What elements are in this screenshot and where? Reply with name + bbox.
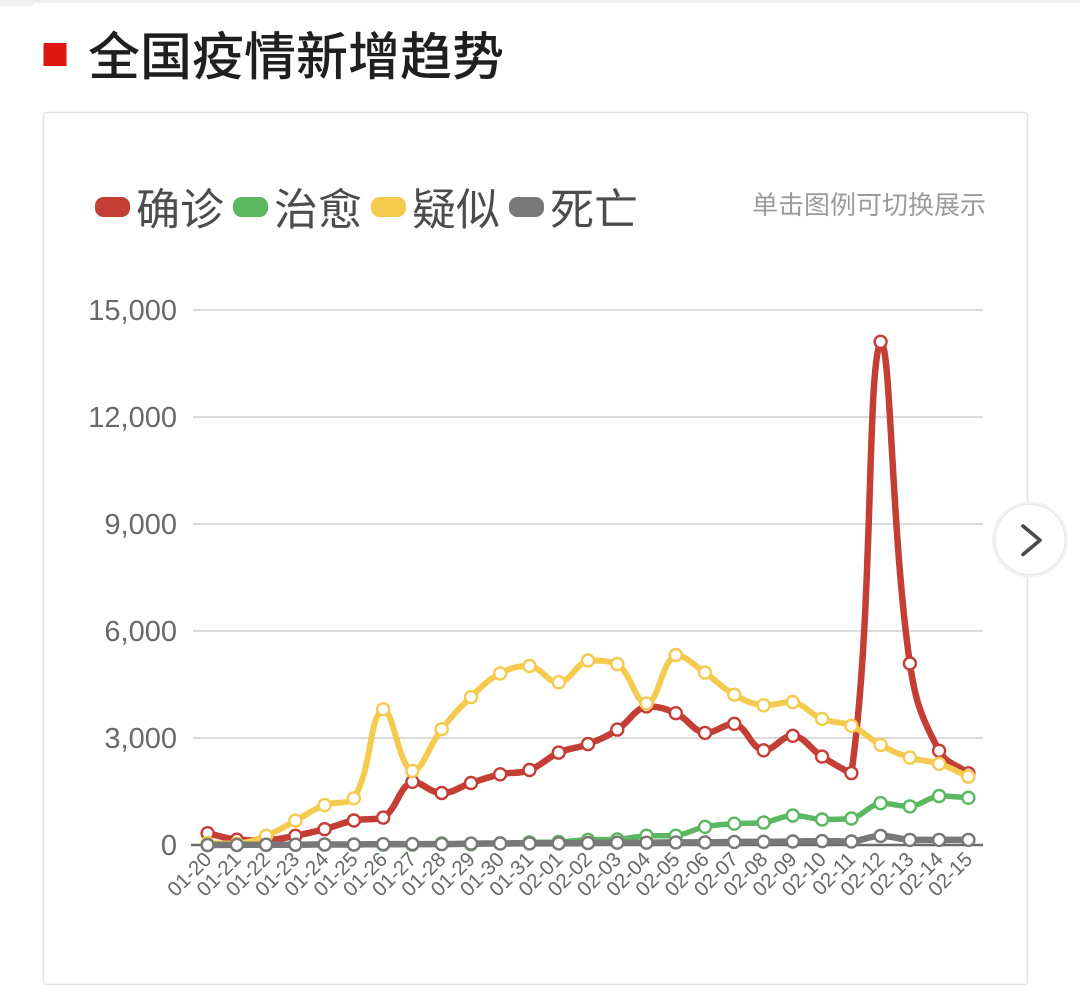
svg-text:3,000: 3,000 — [104, 723, 177, 755]
svg-text:6,000: 6,000 — [104, 616, 177, 648]
svg-text:15,000: 15,000 — [88, 295, 177, 327]
svg-text:12,000: 12,000 — [88, 402, 177, 434]
svg-text:0: 0 — [161, 830, 177, 862]
svg-text:9,000: 9,000 — [104, 509, 177, 541]
